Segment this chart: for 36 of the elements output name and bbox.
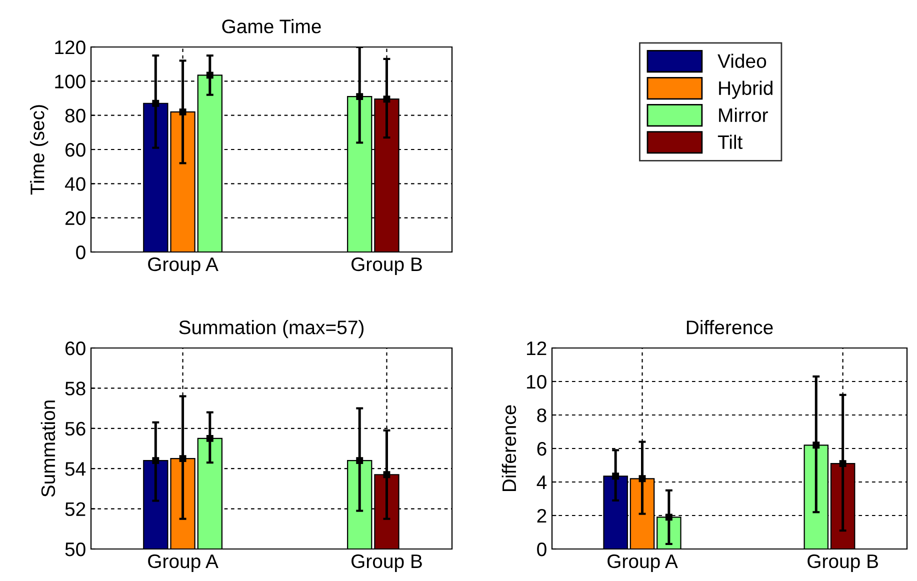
y-tick-label: 60 <box>66 341 86 356</box>
chart-title: Difference <box>686 320 773 334</box>
y-tick-label: 20 <box>65 211 86 226</box>
y-tick-label: 100 <box>55 74 86 88</box>
y-tick-label: 40 <box>64 177 86 191</box>
y-tick-label: 56 <box>65 422 86 436</box>
y-tick-label: 54 <box>65 462 86 476</box>
legend-label: Video <box>718 54 766 68</box>
x-tick-label: Group A <box>148 257 218 275</box>
y-tick-label: 58 <box>65 382 86 396</box>
y-tick-label: 12 <box>526 341 546 356</box>
y-tick-label: 6 <box>537 442 546 456</box>
y-tick-label: 50 <box>65 542 86 556</box>
x-tick-label: Group A <box>148 554 218 572</box>
y-axis-title: Time (sec) <box>30 105 48 195</box>
x-tick-label: Group A <box>608 554 678 572</box>
chart-title: Game Time <box>222 19 321 34</box>
y-tick-label: 8 <box>537 408 546 422</box>
legend-label: Hybrid <box>719 80 772 99</box>
y-tick-label: 52 <box>65 502 86 516</box>
y-tick-label: 0 <box>76 245 86 260</box>
x-tick-label: Group B <box>352 554 422 572</box>
y-tick-label: 120 <box>55 40 86 54</box>
y-tick-label: 4 <box>536 476 547 490</box>
legend-label: Tilt <box>718 134 743 150</box>
y-tick-label: 60 <box>66 142 86 157</box>
x-tick-label: Group B <box>352 257 422 275</box>
y-tick-label: 10 <box>526 374 546 389</box>
chart-title: Summation (max=57) <box>179 320 364 338</box>
y-tick-label: 2 <box>537 508 546 523</box>
y-tick-label: 80 <box>65 108 86 123</box>
legend-label: Mirror <box>719 108 768 122</box>
x-tick-label: Group B <box>808 554 878 572</box>
y-axis-title: Difference <box>502 405 516 492</box>
y-tick-label: 0 <box>537 542 546 556</box>
y-axis-title: Summation <box>40 400 56 497</box>
